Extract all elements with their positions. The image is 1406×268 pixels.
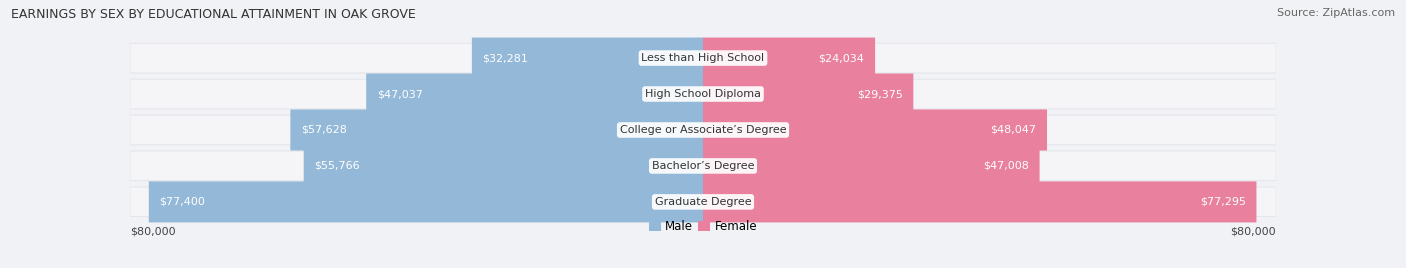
Text: EARNINGS BY SEX BY EDUCATIONAL ATTAINMENT IN OAK GROVE: EARNINGS BY SEX BY EDUCATIONAL ATTAINMEN… <box>11 8 416 21</box>
Text: $80,000: $80,000 <box>131 226 176 236</box>
Text: $77,295: $77,295 <box>1199 197 1246 207</box>
Text: $24,034: $24,034 <box>818 53 865 63</box>
FancyBboxPatch shape <box>131 115 1275 145</box>
Text: High School Diploma: High School Diploma <box>645 89 761 99</box>
Text: Bachelor’s Degree: Bachelor’s Degree <box>652 161 754 171</box>
Text: $29,375: $29,375 <box>856 89 903 99</box>
FancyBboxPatch shape <box>304 146 703 187</box>
FancyBboxPatch shape <box>131 187 1275 217</box>
FancyBboxPatch shape <box>131 79 1275 109</box>
Text: Source: ZipAtlas.com: Source: ZipAtlas.com <box>1277 8 1395 18</box>
FancyBboxPatch shape <box>131 151 1275 181</box>
FancyBboxPatch shape <box>149 181 703 222</box>
FancyBboxPatch shape <box>131 43 1275 73</box>
FancyBboxPatch shape <box>131 187 1275 217</box>
Legend: Male, Female: Male, Female <box>644 215 762 237</box>
Text: $47,008: $47,008 <box>983 161 1029 171</box>
Text: Graduate Degree: Graduate Degree <box>655 197 751 207</box>
FancyBboxPatch shape <box>703 109 1047 151</box>
Text: $57,628: $57,628 <box>301 125 347 135</box>
FancyBboxPatch shape <box>703 73 914 114</box>
FancyBboxPatch shape <box>131 43 1275 73</box>
Text: $80,000: $80,000 <box>1230 226 1275 236</box>
FancyBboxPatch shape <box>703 146 1039 187</box>
FancyBboxPatch shape <box>703 181 1257 222</box>
Text: Less than High School: Less than High School <box>641 53 765 63</box>
FancyBboxPatch shape <box>131 79 1275 109</box>
Text: $77,400: $77,400 <box>159 197 205 207</box>
FancyBboxPatch shape <box>703 38 875 79</box>
Text: $48,047: $48,047 <box>990 125 1036 135</box>
Text: College or Associate’s Degree: College or Associate’s Degree <box>620 125 786 135</box>
FancyBboxPatch shape <box>366 73 703 114</box>
Text: $32,281: $32,281 <box>482 53 529 63</box>
FancyBboxPatch shape <box>131 151 1275 181</box>
FancyBboxPatch shape <box>291 109 703 151</box>
Text: $47,037: $47,037 <box>377 89 423 99</box>
FancyBboxPatch shape <box>131 115 1275 145</box>
Text: $55,766: $55,766 <box>315 161 360 171</box>
FancyBboxPatch shape <box>472 38 703 79</box>
